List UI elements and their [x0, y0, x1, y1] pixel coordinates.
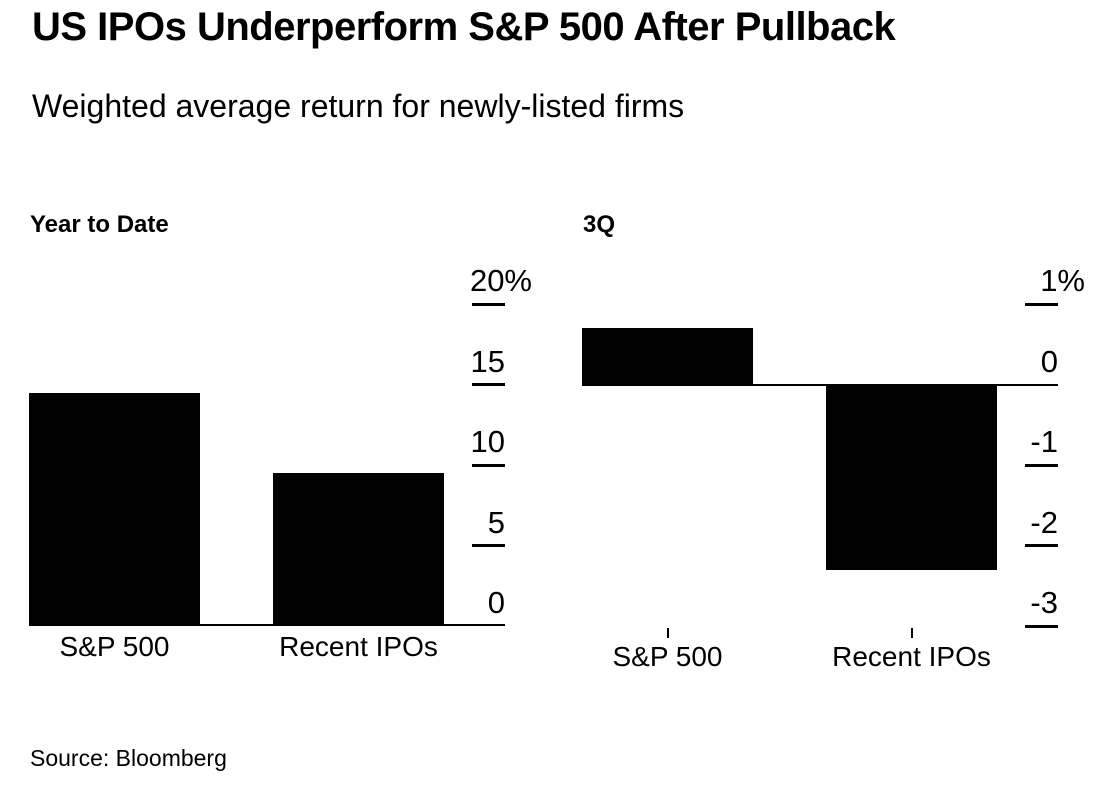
y-axis-tick-mark: [472, 302, 505, 306]
y-axis-tick-label: -1: [1030, 424, 1058, 459]
y-axis-tick-mark: [1025, 544, 1058, 547]
source-label: Source: Bloomberg: [30, 745, 227, 771]
bar-recent-ipos: [826, 384, 997, 570]
chart-subtitle: Weighted average return for newly-listed…: [32, 88, 685, 124]
zero-axis-line: [582, 384, 1058, 386]
y-axis-tick-label: 15: [470, 343, 505, 379]
x-axis-tick-mark: [910, 628, 913, 638]
plot-area-year-to-date: 20% 15 10 5 0 S&P 500 Recent IPOs: [29, 263, 532, 662]
y-axis-tick-mark: [1025, 302, 1058, 306]
y-axis-tick-label: 0: [487, 585, 505, 620]
y-axis-tick-mark: [1025, 624, 1058, 628]
plot-area-3q: 1% 0 -1 -2 -3 S&P 500 Recent IPOs: [582, 263, 1085, 672]
zero-axis-line: [29, 623, 505, 626]
panel-3q: 3Q 1% 0 -1 -2 -3 S&P 500 Recent IPOs: [582, 211, 1092, 681]
y-axis-tick-mark: [472, 463, 505, 467]
page-title: US IPOs Underperform S&P 500 After Pullb…: [32, 5, 896, 49]
y-axis-tick-mark: [1025, 463, 1058, 467]
y-axis-tick-label: 5: [487, 504, 505, 540]
x-axis-tick-mark: [666, 628, 669, 638]
y-axis-tick-label: 20%: [469, 263, 532, 298]
y-axis-tick-label: -3: [1030, 585, 1058, 620]
y-axis-tick-label: 0: [1040, 343, 1058, 379]
panel-title-year-to-date: Year to Date: [30, 211, 169, 238]
y-axis-tick-mark: [472, 544, 505, 547]
x-axis-category-label: Recent IPOs: [279, 631, 438, 662]
y-axis-tick-label: 1%: [1040, 263, 1085, 298]
bar-s-p-500: [582, 328, 753, 385]
x-axis-category-label: Recent IPOs: [832, 641, 991, 672]
panel-year-to-date: Year to Date 20% 15 10 5 0 S&P 500 Recent IPOs: [29, 211, 539, 681]
x-axis-category-label: S&P 500: [59, 631, 170, 662]
bar-s-p-500: [29, 392, 200, 626]
bar-recent-ipos: [273, 473, 444, 626]
y-axis-tick-label: 10: [470, 424, 505, 459]
panel-title-3q: 3Q: [583, 211, 616, 238]
x-axis-category-label: S&P 500: [612, 641, 723, 672]
y-axis-tick-label: -2: [1030, 504, 1058, 540]
y-axis-tick-mark: [472, 383, 505, 386]
